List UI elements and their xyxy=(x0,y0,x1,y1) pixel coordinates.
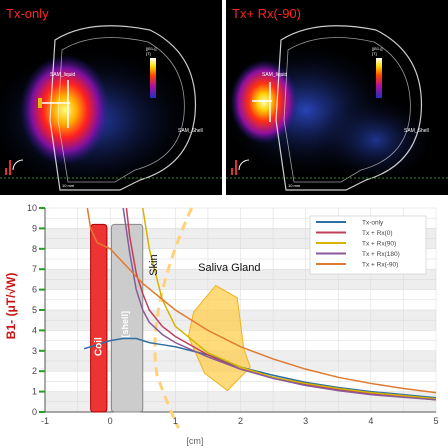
skin-annotation: Skin xyxy=(148,254,160,275)
y-axis-label: B1- (μT/√W) xyxy=(4,273,18,340)
liquid-label: SAM_liquid xyxy=(262,72,288,78)
y-tick-label: 7 xyxy=(32,264,37,274)
field-map-image xyxy=(226,25,448,191)
scale-label: 10 mm xyxy=(288,183,301,188)
y-tick-label: 10 xyxy=(27,203,37,213)
saliva-gland-region xyxy=(187,284,251,392)
coil-annotation: Coil xyxy=(94,337,105,356)
x-tick-label: -1 xyxy=(41,416,49,426)
legend-label: Tx-only xyxy=(362,220,384,227)
x-tick-label: 1 xyxy=(173,416,178,426)
series-line-4 xyxy=(86,207,437,394)
y-tick-label: 0 xyxy=(32,407,37,417)
y-tick-label: 5 xyxy=(32,305,37,315)
y-tick-label: 4 xyxy=(32,325,37,335)
colorbar-label: [|B1-|] [T] xyxy=(372,46,383,56)
field-map-image xyxy=(0,25,222,195)
legend-label: Tx + Rx(90) xyxy=(362,241,396,248)
legend-label: Tx + Rx(0) xyxy=(362,230,393,237)
field-map-panel-tx-rx-neg90: Tx+ Rx(-90) SAM_liquid SAM_Shell [|B1-|]… xyxy=(226,0,448,195)
shell-label: SAM_Shell xyxy=(178,128,203,134)
series-line-3 xyxy=(122,207,437,401)
field-map-panel-tx-only: Tx-only SAM_liquid SAM_Shell [|B1-|] [T]… xyxy=(0,0,222,195)
y-tick-label: 8 xyxy=(32,244,37,254)
legend-label: Tx + Rx(180) xyxy=(362,251,400,258)
legend-label: Tx + Rx(-90) xyxy=(362,262,398,269)
x-tick-label: 4 xyxy=(368,416,373,426)
series-line-0 xyxy=(83,337,437,399)
panel-title: Tx+ Rx(-90) xyxy=(232,6,301,21)
shell-block xyxy=(110,223,144,413)
panel-title: Tx-only xyxy=(6,6,49,21)
shell-label: SAM_Shell xyxy=(404,128,429,134)
saliva-gland-annotation: Saliva Gland xyxy=(198,262,260,274)
legend: Tx-only Tx + Rx(0) Tx + Rx(90) Tx + Rx(180)… xyxy=(309,215,427,275)
x-axis-label: [cm] xyxy=(186,436,203,446)
y-tick-label: 1 xyxy=(32,387,37,397)
x-tick-label: 3 xyxy=(303,416,308,426)
coil-block xyxy=(90,223,108,413)
shell-annotation: [shell] xyxy=(120,311,130,338)
y-tick-label: 2 xyxy=(32,366,37,376)
colorbar-label: [|B1-|] [T] xyxy=(146,46,157,56)
liquid-label: SAM_liquid xyxy=(50,72,76,78)
x-tick-label: 2 xyxy=(238,416,243,426)
skin-boundary xyxy=(153,207,193,429)
x-tick-label: 0 xyxy=(108,416,113,426)
series-line-2 xyxy=(142,207,437,400)
series-line-1 xyxy=(125,207,437,401)
scale-label: 10 mm xyxy=(62,183,75,188)
y-tick-label: 9 xyxy=(32,223,37,233)
x-tick-label: 5 xyxy=(433,416,438,426)
y-tick-label: 6 xyxy=(32,285,37,295)
y-tick-label: 3 xyxy=(32,346,37,356)
b1-line-chart: -1 0 1 2 3 4 5 0 1 2 3 4 5 6 7 8 9 10 [cm] B1- (μT/√W) Coil [… xyxy=(4,203,439,446)
